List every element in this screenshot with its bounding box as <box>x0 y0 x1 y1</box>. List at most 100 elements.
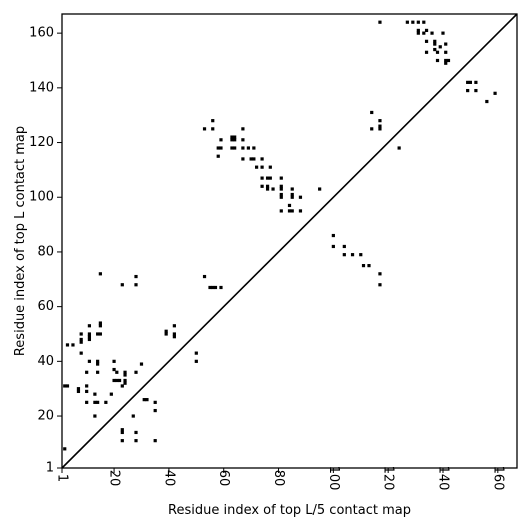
data-point <box>85 400 89 404</box>
data-point <box>87 359 92 363</box>
data-point <box>378 127 382 131</box>
data-point <box>194 359 198 363</box>
data-point <box>120 439 124 443</box>
data-point <box>279 176 283 180</box>
data-point <box>433 47 437 52</box>
data-point <box>98 272 102 276</box>
data-point <box>153 408 157 413</box>
data-point <box>466 80 470 84</box>
data-point <box>290 209 294 213</box>
data-point <box>493 91 497 95</box>
data-point <box>93 400 97 404</box>
data-point <box>79 332 83 336</box>
data-point <box>123 378 127 383</box>
x-tick-label: 20 <box>107 470 122 487</box>
data-point <box>87 332 92 336</box>
data-point <box>112 367 116 372</box>
y-tick-label: 20 <box>37 409 54 424</box>
data-point <box>378 124 382 128</box>
data-point <box>265 187 270 191</box>
data-point <box>359 253 363 257</box>
data-point <box>279 195 283 199</box>
data-point <box>219 285 223 290</box>
data-point <box>287 203 292 208</box>
data-point <box>85 389 89 394</box>
data-point <box>98 324 102 328</box>
data-point <box>485 99 489 104</box>
data-point <box>79 340 83 344</box>
data-point <box>268 176 272 180</box>
data-point <box>96 362 100 366</box>
data-point <box>153 439 157 443</box>
data-point <box>115 370 119 374</box>
axes: 1 20 40 60 80 100 120 140 1601204060801001201401… <box>29 13 518 491</box>
data-point <box>63 384 67 388</box>
data-point <box>279 209 283 213</box>
data-point <box>65 384 70 388</box>
data-point <box>211 285 215 290</box>
data-point <box>350 253 355 257</box>
y-tick-label: 120 <box>29 135 54 150</box>
data-point <box>87 324 92 328</box>
data-point <box>219 146 223 150</box>
data-point <box>287 209 292 213</box>
data-point <box>433 42 437 46</box>
data-point <box>444 58 448 63</box>
data-point <box>378 119 382 123</box>
data-point <box>241 146 245 150</box>
y-tick-label: 100 <box>29 190 54 205</box>
data-point <box>112 359 116 363</box>
data-point <box>65 343 70 347</box>
data-point <box>422 31 426 35</box>
data-point <box>93 392 97 396</box>
data-point <box>219 138 223 142</box>
data-point <box>466 88 470 93</box>
data-point <box>164 332 168 336</box>
data-point <box>117 378 122 383</box>
data-point <box>98 321 102 325</box>
data-point <box>260 165 264 169</box>
data-point <box>164 329 168 333</box>
data-point <box>109 392 113 396</box>
data-point <box>331 244 335 249</box>
data-point <box>260 176 264 180</box>
y-tick-label: 140 <box>29 80 54 95</box>
data-point <box>233 146 237 150</box>
data-point <box>230 138 234 142</box>
data-point <box>104 400 108 404</box>
data-point <box>85 370 89 374</box>
data-point <box>342 253 346 257</box>
x-tick-label: 1 <box>55 474 70 482</box>
data-point <box>430 31 434 35</box>
data-point <box>96 332 100 336</box>
data-point <box>216 146 220 150</box>
y-tick-label: 80 <box>37 244 54 259</box>
data-point <box>424 28 429 33</box>
data-point <box>446 58 451 63</box>
data-point <box>246 146 250 150</box>
data-point <box>96 359 100 363</box>
x-tick-label: 100 <box>326 466 341 491</box>
data-point <box>241 157 245 161</box>
data-point <box>416 28 420 33</box>
data-point <box>96 370 100 374</box>
data-point <box>290 195 294 199</box>
x-tick-label: 80 <box>271 470 286 487</box>
data-point <box>76 387 81 391</box>
data-point <box>202 274 207 279</box>
data-point <box>444 42 448 46</box>
data-point <box>134 274 138 279</box>
data-point <box>252 157 256 161</box>
x-tick-label: 160 <box>490 466 505 491</box>
data-point <box>230 135 234 139</box>
data-point <box>441 31 445 35</box>
data-point <box>120 430 124 435</box>
data-point <box>298 209 303 213</box>
data-point <box>120 384 124 388</box>
data-point <box>112 378 116 383</box>
data-point <box>260 184 264 188</box>
plot-frame <box>61 13 518 469</box>
data-point <box>142 398 146 402</box>
data-point <box>76 389 81 394</box>
